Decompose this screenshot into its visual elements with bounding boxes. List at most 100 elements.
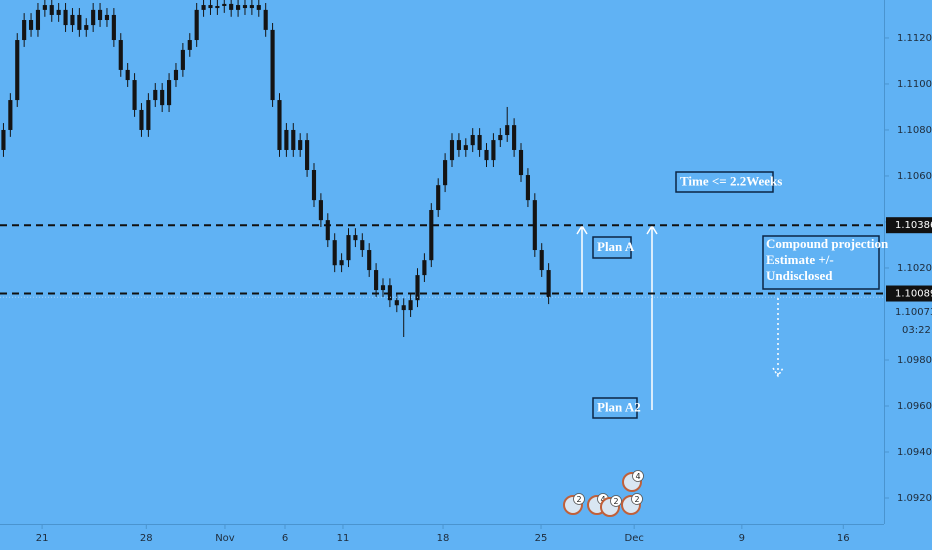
y-tick-label: 1.11000 [897, 79, 932, 90]
annotation-plan-a2: Plan A2 [597, 399, 641, 414]
y-tick-label: 1.09800 [897, 355, 932, 366]
candle-body [35, 9, 41, 30]
candle-body [63, 9, 68, 26]
candle-body [353, 235, 358, 241]
candle-body [394, 300, 399, 306]
candle-body [132, 80, 137, 110]
y-tick-label: 1.09400 [897, 447, 932, 458]
x-tick-label: Nov [215, 533, 235, 544]
candle-body [49, 5, 54, 15]
annotation-compound: Estimate +/- [766, 252, 834, 267]
annotation-box [762, 235, 880, 290]
y-tick-label: 1.09200 [897, 493, 932, 504]
candle-body [91, 9, 96, 26]
candle-body [332, 240, 337, 266]
annotation-compound: Undisclosed [766, 268, 833, 283]
candle-body [325, 220, 330, 241]
candle-body [422, 260, 427, 276]
candle-body [456, 140, 461, 150]
candle-body [491, 140, 496, 161]
event-badge [573, 493, 585, 505]
candle-body [539, 250, 544, 271]
x-tick-label: 28 [140, 533, 153, 544]
candle-body [167, 80, 172, 106]
candle-body [401, 305, 406, 311]
candle-body [546, 270, 551, 298]
candle-body [291, 129, 296, 150]
candle-body [470, 135, 475, 146]
candle-body [201, 5, 206, 10]
annotation-box [592, 236, 632, 259]
price-level-label: 1.10386 [895, 220, 932, 231]
event-count: 2 [634, 495, 639, 504]
x-tick-label: Dec [625, 533, 644, 544]
candle-body [380, 285, 386, 291]
y-tick-label: 1.11200 [897, 33, 932, 44]
candle-body [263, 9, 268, 30]
candle-body [436, 185, 441, 211]
candle-body [525, 175, 530, 201]
candle-body [104, 14, 110, 21]
event-count: 4 [600, 495, 605, 504]
event-badge [610, 495, 622, 507]
candle-body [28, 20, 34, 30]
candle-body [208, 5, 213, 9]
y-tick-label: 1.10800 [897, 125, 932, 136]
candle-body [339, 260, 344, 266]
candle-body [242, 5, 248, 9]
candle-body [1, 129, 6, 150]
candle-body [118, 40, 123, 70]
y-tick-label: 1.10600 [897, 171, 932, 182]
candle-body [360, 240, 365, 251]
candle-body [222, 3, 227, 6]
candle-body [236, 5, 241, 10]
candle-body [256, 5, 261, 10]
candle-body [146, 100, 151, 130]
candle-body [42, 5, 47, 10]
annotation-box [675, 171, 774, 193]
y-tick-label: 1.09600 [897, 401, 932, 412]
candle-body [187, 40, 192, 50]
candle-body [249, 5, 254, 9]
arrow-head [772, 367, 784, 378]
x-tick-label: 11 [337, 533, 350, 544]
candle-body [153, 89, 158, 101]
y-tick-label: 1.10200 [897, 263, 932, 274]
event-count: 2 [576, 495, 581, 504]
x-tick-label: 21 [36, 533, 49, 544]
candle-body [194, 9, 199, 41]
candle-body [70, 14, 75, 26]
candle-body [22, 20, 27, 41]
candle-body [298, 140, 303, 150]
candle-body [408, 300, 413, 311]
candle-body [125, 69, 130, 81]
x-tick-label: 18 [437, 533, 450, 544]
candle-body [374, 270, 379, 291]
x-tick-label: 9 [739, 533, 745, 544]
event-badge [632, 470, 644, 482]
candle-body [367, 250, 372, 271]
candle-body [346, 235, 351, 261]
candle-body [56, 9, 61, 15]
candle-body [180, 49, 185, 70]
countdown: 03:22 [902, 325, 931, 336]
x-tick-label: 25 [535, 533, 548, 544]
price-level-label: 1.10089 [895, 289, 932, 300]
candle-body [97, 9, 103, 21]
candle-body [505, 125, 510, 136]
candle-body [284, 129, 289, 150]
last-price-label: 1.10073 [895, 307, 932, 318]
candle-body [173, 69, 179, 81]
candle-body [463, 145, 468, 150]
annotation-box [592, 397, 638, 419]
candle-body [443, 160, 448, 186]
candle-body [8, 100, 13, 130]
candle-body [160, 89, 165, 106]
x-tick-label: 6 [282, 533, 288, 544]
candle-body [498, 135, 503, 141]
candle-body [270, 29, 275, 101]
candle-body [429, 210, 434, 261]
candle-body [139, 109, 144, 130]
event-badge [631, 493, 643, 505]
